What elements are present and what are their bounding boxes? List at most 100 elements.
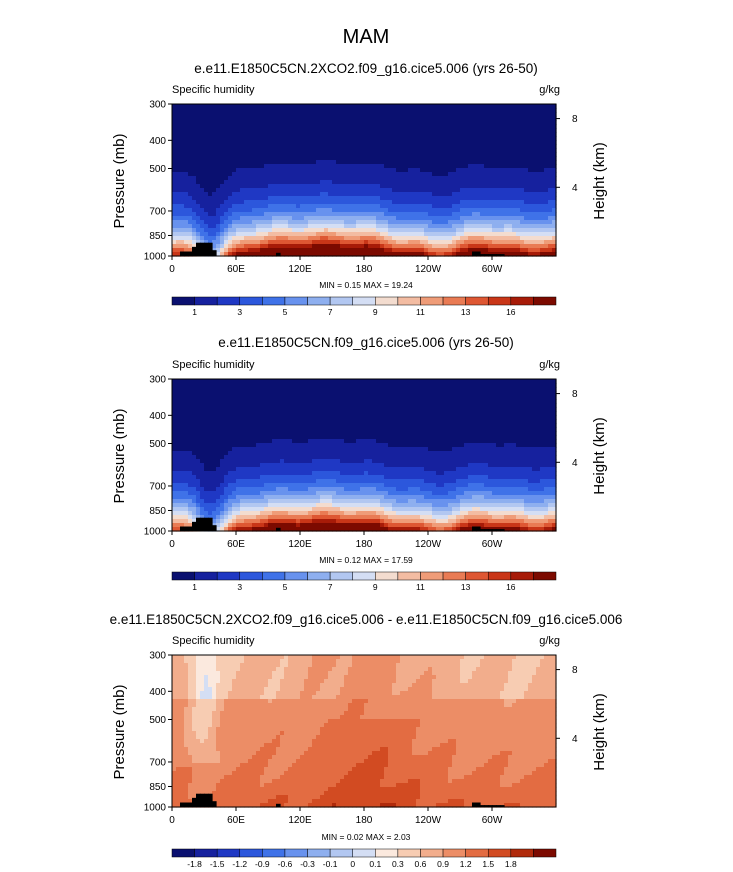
field-cell xyxy=(428,164,433,169)
field-cell xyxy=(224,148,229,153)
field-cell xyxy=(184,499,189,504)
field-cell xyxy=(308,232,313,237)
field-cell xyxy=(212,160,217,165)
field-cell xyxy=(184,140,189,145)
field-cell xyxy=(296,395,301,400)
field-cell xyxy=(472,172,477,177)
field-cell xyxy=(440,192,445,197)
field-cell xyxy=(196,471,201,476)
field-cell xyxy=(184,467,189,472)
field-cell xyxy=(516,172,521,177)
field-cell xyxy=(376,132,381,137)
field-cell xyxy=(192,212,197,217)
field-cell xyxy=(212,431,217,436)
field-cell xyxy=(344,172,349,177)
field-cell xyxy=(180,391,185,396)
field-cell xyxy=(320,176,325,181)
field-cell xyxy=(544,244,549,249)
field-cell xyxy=(280,148,285,153)
field-cell xyxy=(204,208,209,213)
field-cell xyxy=(544,172,549,177)
field-cell xyxy=(272,479,277,484)
field-cell xyxy=(228,407,233,412)
field-cell xyxy=(292,156,297,161)
field-cell xyxy=(192,379,197,384)
field-cell xyxy=(204,487,209,492)
field-cell xyxy=(324,172,329,177)
field-cell xyxy=(396,200,401,205)
field-cell xyxy=(180,387,185,392)
field-cell xyxy=(536,108,541,113)
field-cell xyxy=(452,140,457,145)
field-cell xyxy=(448,224,453,229)
field-cell xyxy=(304,152,309,157)
field-cell xyxy=(260,128,265,133)
field-cell xyxy=(336,168,341,173)
field-cell xyxy=(480,164,485,169)
field-cell xyxy=(268,136,273,141)
field-cell xyxy=(388,192,393,197)
field-cell xyxy=(280,140,285,145)
field-cell xyxy=(292,200,297,205)
field-cell xyxy=(440,220,445,225)
field-cell xyxy=(228,224,233,229)
field-cell xyxy=(192,244,197,249)
field-cell xyxy=(268,204,273,209)
field-cell xyxy=(228,160,233,165)
field-cell xyxy=(500,108,505,113)
field-cell xyxy=(308,152,313,157)
y-tick-label: 300 xyxy=(149,100,166,111)
field-cell xyxy=(192,148,197,153)
field-cell xyxy=(540,112,545,117)
field-cell xyxy=(288,395,293,400)
field-cell xyxy=(536,212,541,217)
field-cell xyxy=(372,200,377,205)
field-cell xyxy=(208,495,213,500)
field-cell xyxy=(540,156,545,161)
field-cell xyxy=(368,184,373,189)
field-cell xyxy=(540,184,545,189)
field-cell xyxy=(516,236,521,241)
field-cell xyxy=(176,479,181,484)
field-cell xyxy=(476,240,481,245)
field-cell xyxy=(528,108,533,113)
field-cell xyxy=(300,483,305,488)
field-cell xyxy=(192,499,197,504)
field-cell xyxy=(196,124,201,129)
field-cell xyxy=(412,140,417,145)
field-cell xyxy=(260,383,265,388)
field-cell xyxy=(364,212,369,217)
field-cell xyxy=(224,124,229,129)
field-cell xyxy=(204,447,209,452)
field-cell xyxy=(208,479,213,484)
field-cell xyxy=(408,228,413,233)
field-cell xyxy=(228,479,233,484)
field-cell xyxy=(488,244,493,249)
field-cell xyxy=(548,224,553,229)
field-cell xyxy=(284,451,289,456)
field-cell xyxy=(528,112,533,117)
field-cell xyxy=(192,204,197,209)
field-cell xyxy=(376,232,381,237)
field-cell xyxy=(212,140,217,145)
field-cell xyxy=(196,168,201,173)
field-cell xyxy=(232,136,237,141)
field-cell xyxy=(376,112,381,117)
field-cell xyxy=(228,152,233,157)
field-cell xyxy=(248,471,253,476)
field-cell xyxy=(200,200,205,205)
field-cell xyxy=(320,104,325,109)
field-cell xyxy=(376,204,381,209)
field-cell xyxy=(492,200,497,205)
field-cell xyxy=(236,467,241,472)
field-cell xyxy=(268,196,273,201)
field-cell xyxy=(192,407,197,412)
field-cell xyxy=(444,136,449,141)
field-cell xyxy=(252,435,257,440)
field-cell xyxy=(248,495,253,500)
field-cell xyxy=(276,200,281,205)
field-cell xyxy=(532,204,537,209)
field-cell xyxy=(228,156,233,161)
field-cell xyxy=(436,112,441,117)
field-cell xyxy=(448,208,453,213)
